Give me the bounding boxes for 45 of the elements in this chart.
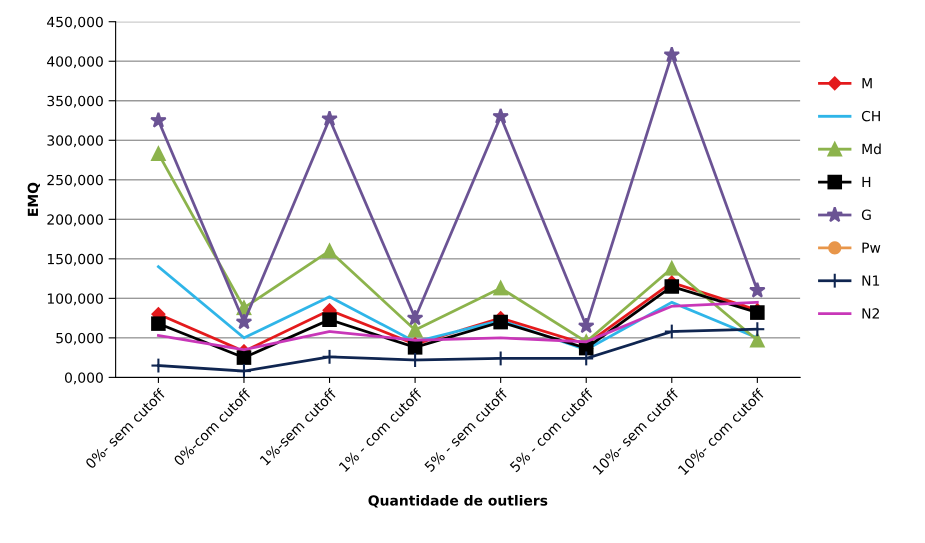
y-tick-label: 0,000 [64,372,103,384]
point [321,110,338,126]
point [663,46,680,62]
point [236,363,252,378]
point [664,279,680,294]
point [493,280,508,296]
y-tick-label: 350,000 [47,96,103,108]
y-tick-label: 400,000 [47,56,103,68]
y-tick-label: 250,000 [47,174,103,187]
point [664,261,680,276]
legend-label: G [862,210,871,220]
point [749,282,766,298]
y-tick-label: 200,000 [47,214,103,226]
legend-label: Pw [862,242,880,253]
point [750,332,765,348]
legend-label: Md [862,144,881,154]
y-tick-label: 150,000 [48,254,103,266]
point [322,244,337,258]
point [150,358,166,374]
point [493,314,508,330]
point [236,350,252,365]
point [322,312,337,327]
point [406,309,424,326]
y-tick-label: 300,000 [47,135,103,148]
legend-label: N1 [862,275,880,286]
point [578,317,595,334]
legend-label: M [862,78,872,88]
point [492,108,509,124]
point [750,305,765,320]
legend-label: H [862,176,870,187]
y-tick-label: 50,000 [56,332,103,345]
legend-label: N2 [862,308,879,318]
legend-label: CH [862,110,880,122]
point [408,340,422,355]
point [408,322,422,338]
x-axis-title: Quantidade de outliers [368,494,548,508]
point [322,348,338,365]
point [151,146,166,162]
y-tick-label: 450,000 [47,16,103,29]
point [664,324,680,340]
point [151,316,166,331]
point [236,313,252,330]
y-axis-title: EMQ [28,182,40,216]
point [150,112,167,128]
y-tick-label: 100,000 [48,293,103,306]
